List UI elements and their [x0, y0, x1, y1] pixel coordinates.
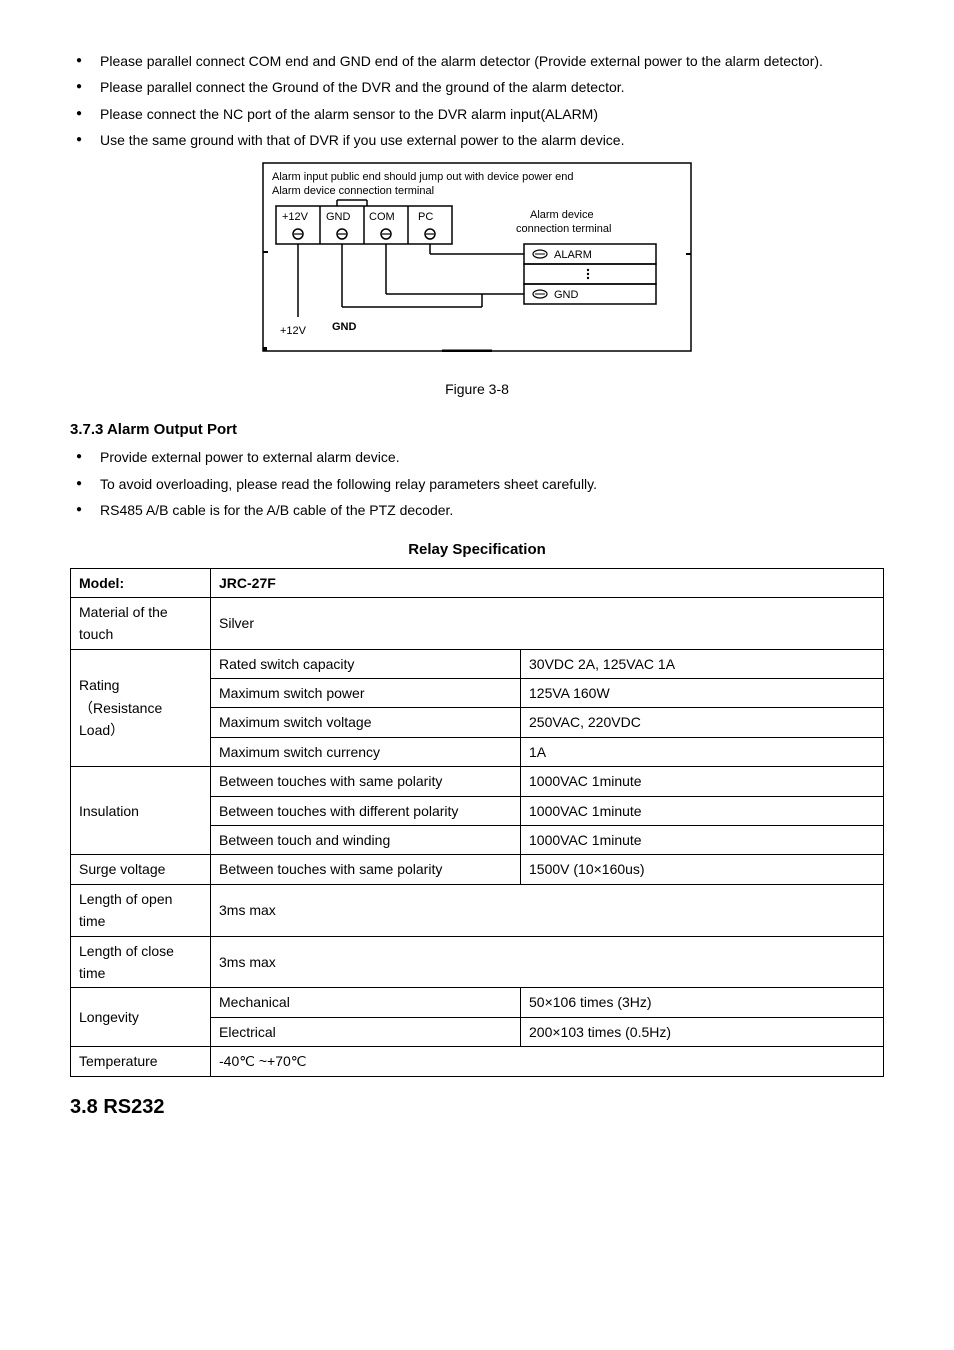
cell-mid: Between touches with different polarity [211, 796, 521, 825]
svg-text:+12V: +12V [282, 211, 309, 223]
cell-mid: Maximum switch currency [211, 737, 521, 766]
relay-spec-table: Model: JRC-27F Material of the touch Sil… [70, 568, 884, 1077]
table-row: Longevity Mechanical 50×106 times (3Hz) [71, 988, 884, 1017]
cell-label: Surge voltage [71, 855, 211, 884]
cell-right: 30VDC 2A, 125VAC 1A [521, 649, 884, 678]
cell-value: 3ms max [211, 884, 884, 936]
section-373-bullets: Provide external power to external alarm… [70, 446, 884, 521]
cell-right: 1500V (10×160us) [521, 855, 884, 884]
list-item: RS485 A/B cable is for the A/B cable of … [70, 499, 884, 521]
diagram-title-1: Alarm input public end should jump out w… [272, 171, 573, 183]
list-item: Please parallel connect COM end and GND … [70, 50, 884, 72]
wiring-diagram-figure: Alarm input public end should jump out w… [70, 162, 884, 358]
cell-value: -40℃ ~+70℃ [211, 1047, 884, 1076]
svg-text:ALARM: ALARM [554, 249, 592, 261]
cell-label: Longevity [71, 988, 211, 1047]
cell-value: JRC-27F [211, 568, 884, 597]
list-item: Provide external power to external alarm… [70, 446, 884, 468]
cell-mid: Rated switch capacity [211, 649, 521, 678]
cell-label: Rating（ResistanceLoad） [71, 649, 211, 767]
cell-right: 1000VAC 1minute [521, 796, 884, 825]
relay-spec-title: Relay Specification [70, 538, 884, 562]
diagram-title-2: Alarm device connection terminal [272, 185, 434, 197]
cell-right: 200×103 times (0.5Hz) [521, 1017, 884, 1046]
terminal-block: +12V GND COM PC [276, 206, 452, 244]
section-heading-38: 3.8 RS232 [70, 1091, 884, 1123]
cell-label: Insulation [71, 767, 211, 855]
cell-right: 1A [521, 737, 884, 766]
table-row: Insulation Between touches with same pol… [71, 767, 884, 796]
cell-value: 3ms max [211, 936, 884, 988]
cell-right: 1000VAC 1minute [521, 767, 884, 796]
list-item: Please parallel connect the Ground of th… [70, 76, 884, 98]
table-row: Model: JRC-27F [71, 568, 884, 597]
list-item: To avoid overloading, please read the fo… [70, 473, 884, 495]
cell-mid: Maximum switch voltage [211, 708, 521, 737]
table-row: Rating（ResistanceLoad） Rated switch capa… [71, 649, 884, 678]
cell-right: 1000VAC 1minute [521, 826, 884, 855]
bullet-text: Please parallel connect COM end and GND … [100, 53, 823, 69]
table-row: Temperature -40℃ ~+70℃ [71, 1047, 884, 1076]
cell-right: 125VA 160W [521, 679, 884, 708]
svg-text:GND: GND [332, 321, 357, 333]
svg-text:COM: COM [369, 211, 395, 223]
top-bullet-list: Please parallel connect COM end and GND … [70, 50, 884, 152]
figure-caption: Figure 3-8 [70, 378, 884, 400]
cell-label: Length of close time [71, 936, 211, 988]
table-row: Length of open time 3ms max [71, 884, 884, 936]
cell-mid: Between touches with same polarity [211, 855, 521, 884]
section-heading-373: 3.7.3 Alarm Output Port [70, 418, 884, 442]
list-item: Use the same ground with that of DVR if … [70, 129, 884, 151]
svg-text:+12V: +12V [280, 325, 307, 337]
svg-text:PC: PC [418, 211, 433, 223]
bullet-text: Please connect the NC port of the alarm … [100, 106, 598, 122]
wiring-diagram-svg: Alarm input public end should jump out w… [262, 162, 692, 352]
bullet-text: Use the same ground with that of DVR if … [100, 132, 625, 148]
cell-mid: Electrical [211, 1017, 521, 1046]
cell-label: Temperature [71, 1047, 211, 1076]
bullet-text: RS485 A/B cable is for the A/B cable of … [100, 502, 453, 518]
cell-label: Length of open time [71, 884, 211, 936]
svg-text:GND: GND [554, 289, 579, 301]
cell-mid: Mechanical [211, 988, 521, 1017]
svg-text:Alarm device: Alarm device [530, 209, 594, 221]
table-row: Surge voltage Between touches with same … [71, 855, 884, 884]
bullet-text: To avoid overloading, please read the fo… [100, 476, 597, 492]
cell-value: Silver [211, 597, 884, 649]
svg-text:GND: GND [326, 211, 351, 223]
table-row: Material of the touch Silver [71, 597, 884, 649]
cell-label: Model: [71, 568, 211, 597]
cell-right: 50×106 times (3Hz) [521, 988, 884, 1017]
svg-text:connection terminal: connection terminal [516, 223, 611, 235]
bullet-text: Provide external power to external alarm… [100, 449, 400, 465]
bullet-text: Please parallel connect the Ground of th… [100, 79, 625, 95]
cell-right: 250VAC, 220VDC [521, 708, 884, 737]
cell-mid: Between touch and winding [211, 826, 521, 855]
table-row: Length of close time 3ms max [71, 936, 884, 988]
list-item: Please connect the NC port of the alarm … [70, 103, 884, 125]
cell-mid: Between touches with same polarity [211, 767, 521, 796]
cell-label: Material of the touch [71, 597, 211, 649]
cell-mid: Maximum switch power [211, 679, 521, 708]
